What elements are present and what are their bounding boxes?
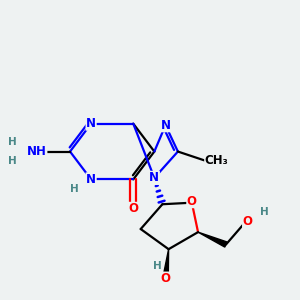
Text: CH₃: CH₃ bbox=[205, 154, 229, 167]
Text: O: O bbox=[160, 272, 170, 285]
Text: H: H bbox=[70, 184, 78, 194]
Text: H: H bbox=[260, 207, 269, 217]
Text: H: H bbox=[8, 156, 16, 166]
Text: O: O bbox=[187, 195, 197, 208]
Polygon shape bbox=[198, 232, 227, 247]
Text: N: N bbox=[149, 171, 159, 184]
Text: NH: NH bbox=[27, 145, 47, 158]
Text: N: N bbox=[160, 119, 170, 132]
Text: N: N bbox=[86, 117, 96, 130]
Text: N: N bbox=[86, 173, 96, 186]
Text: O: O bbox=[243, 215, 253, 228]
Text: H: H bbox=[153, 261, 162, 271]
Polygon shape bbox=[163, 249, 169, 279]
Text: O: O bbox=[128, 202, 138, 215]
Text: H: H bbox=[8, 137, 16, 147]
